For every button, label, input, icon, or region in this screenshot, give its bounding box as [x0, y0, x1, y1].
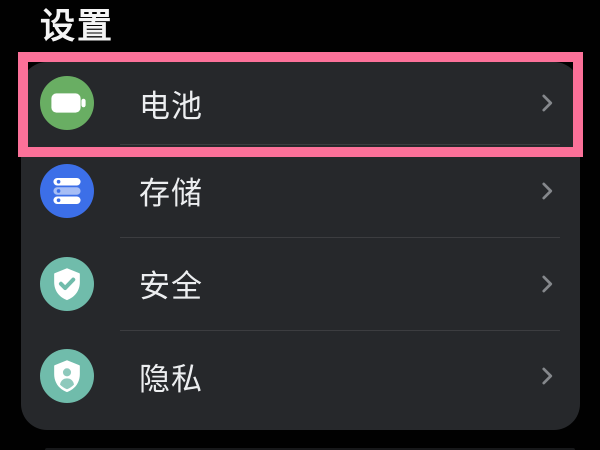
chevron-right-icon: [542, 182, 553, 199]
security-shield-icon: [40, 256, 94, 311]
privacy-shield-icon: [40, 349, 94, 403]
settings-item-privacy[interactable]: 隐私: [21, 330, 580, 430]
settings-item-label: 安全: [139, 269, 203, 304]
settings-item-battery[interactable]: 电池: [21, 62, 580, 144]
next-card-sliver: [45, 448, 575, 450]
settings-item-label: 存储: [139, 176, 203, 211]
chevron-right-icon: [542, 275, 553, 292]
page-title: 设置: [40, 7, 115, 46]
battery-icon: [40, 76, 94, 130]
settings-item-security[interactable]: 安全: [21, 237, 580, 330]
settings-list-card: 电池 存储: [21, 62, 580, 430]
settings-item-label: 隐私: [139, 361, 203, 397]
chevron-right-icon: [542, 367, 553, 385]
divider: [120, 330, 560, 331]
settings-item-label: 电池: [139, 88, 203, 124]
divider: [120, 237, 560, 238]
divider: [120, 144, 560, 145]
settings-item-storage[interactable]: 存储: [21, 144, 580, 237]
storage-icon: [40, 163, 94, 218]
chevron-right-icon: [542, 94, 553, 112]
